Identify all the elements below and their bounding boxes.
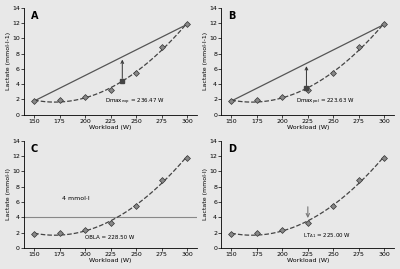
X-axis label: Workload (W): Workload (W) bbox=[287, 125, 329, 130]
X-axis label: Workload (W): Workload (W) bbox=[287, 259, 329, 263]
Y-axis label: Lactate (mmol·l): Lactate (mmol·l) bbox=[203, 168, 208, 220]
Text: A: A bbox=[31, 11, 38, 21]
X-axis label: Workload (W): Workload (W) bbox=[90, 125, 132, 130]
Y-axis label: Lactate (mmol·l-1): Lactate (mmol·l-1) bbox=[6, 32, 10, 90]
Y-axis label: Lactate (mmol·l): Lactate (mmol·l) bbox=[6, 168, 10, 220]
Y-axis label: Lactate (mmol·l-1): Lactate (mmol·l-1) bbox=[203, 32, 208, 90]
Text: C: C bbox=[31, 144, 38, 154]
Text: Dmax$_{\mathregular{pol}}$ = 223.63 W: Dmax$_{\mathregular{pol}}$ = 223.63 W bbox=[296, 97, 354, 107]
Text: 4 mmol·l: 4 mmol·l bbox=[62, 196, 90, 201]
Text: B: B bbox=[228, 11, 236, 21]
Text: D: D bbox=[228, 144, 236, 154]
Text: Dmax$_{\mathregular{exp}}$ = 236.47 W: Dmax$_{\mathregular{exp}}$ = 236.47 W bbox=[106, 97, 165, 107]
Text: OBLA = 228.50 W: OBLA = 228.50 W bbox=[85, 235, 134, 240]
X-axis label: Workload (W): Workload (W) bbox=[90, 259, 132, 263]
Text: LT$_{\mathregular{\Delta1}}$ = 225.00 W: LT$_{\mathregular{\Delta1}}$ = 225.00 W bbox=[303, 232, 351, 240]
